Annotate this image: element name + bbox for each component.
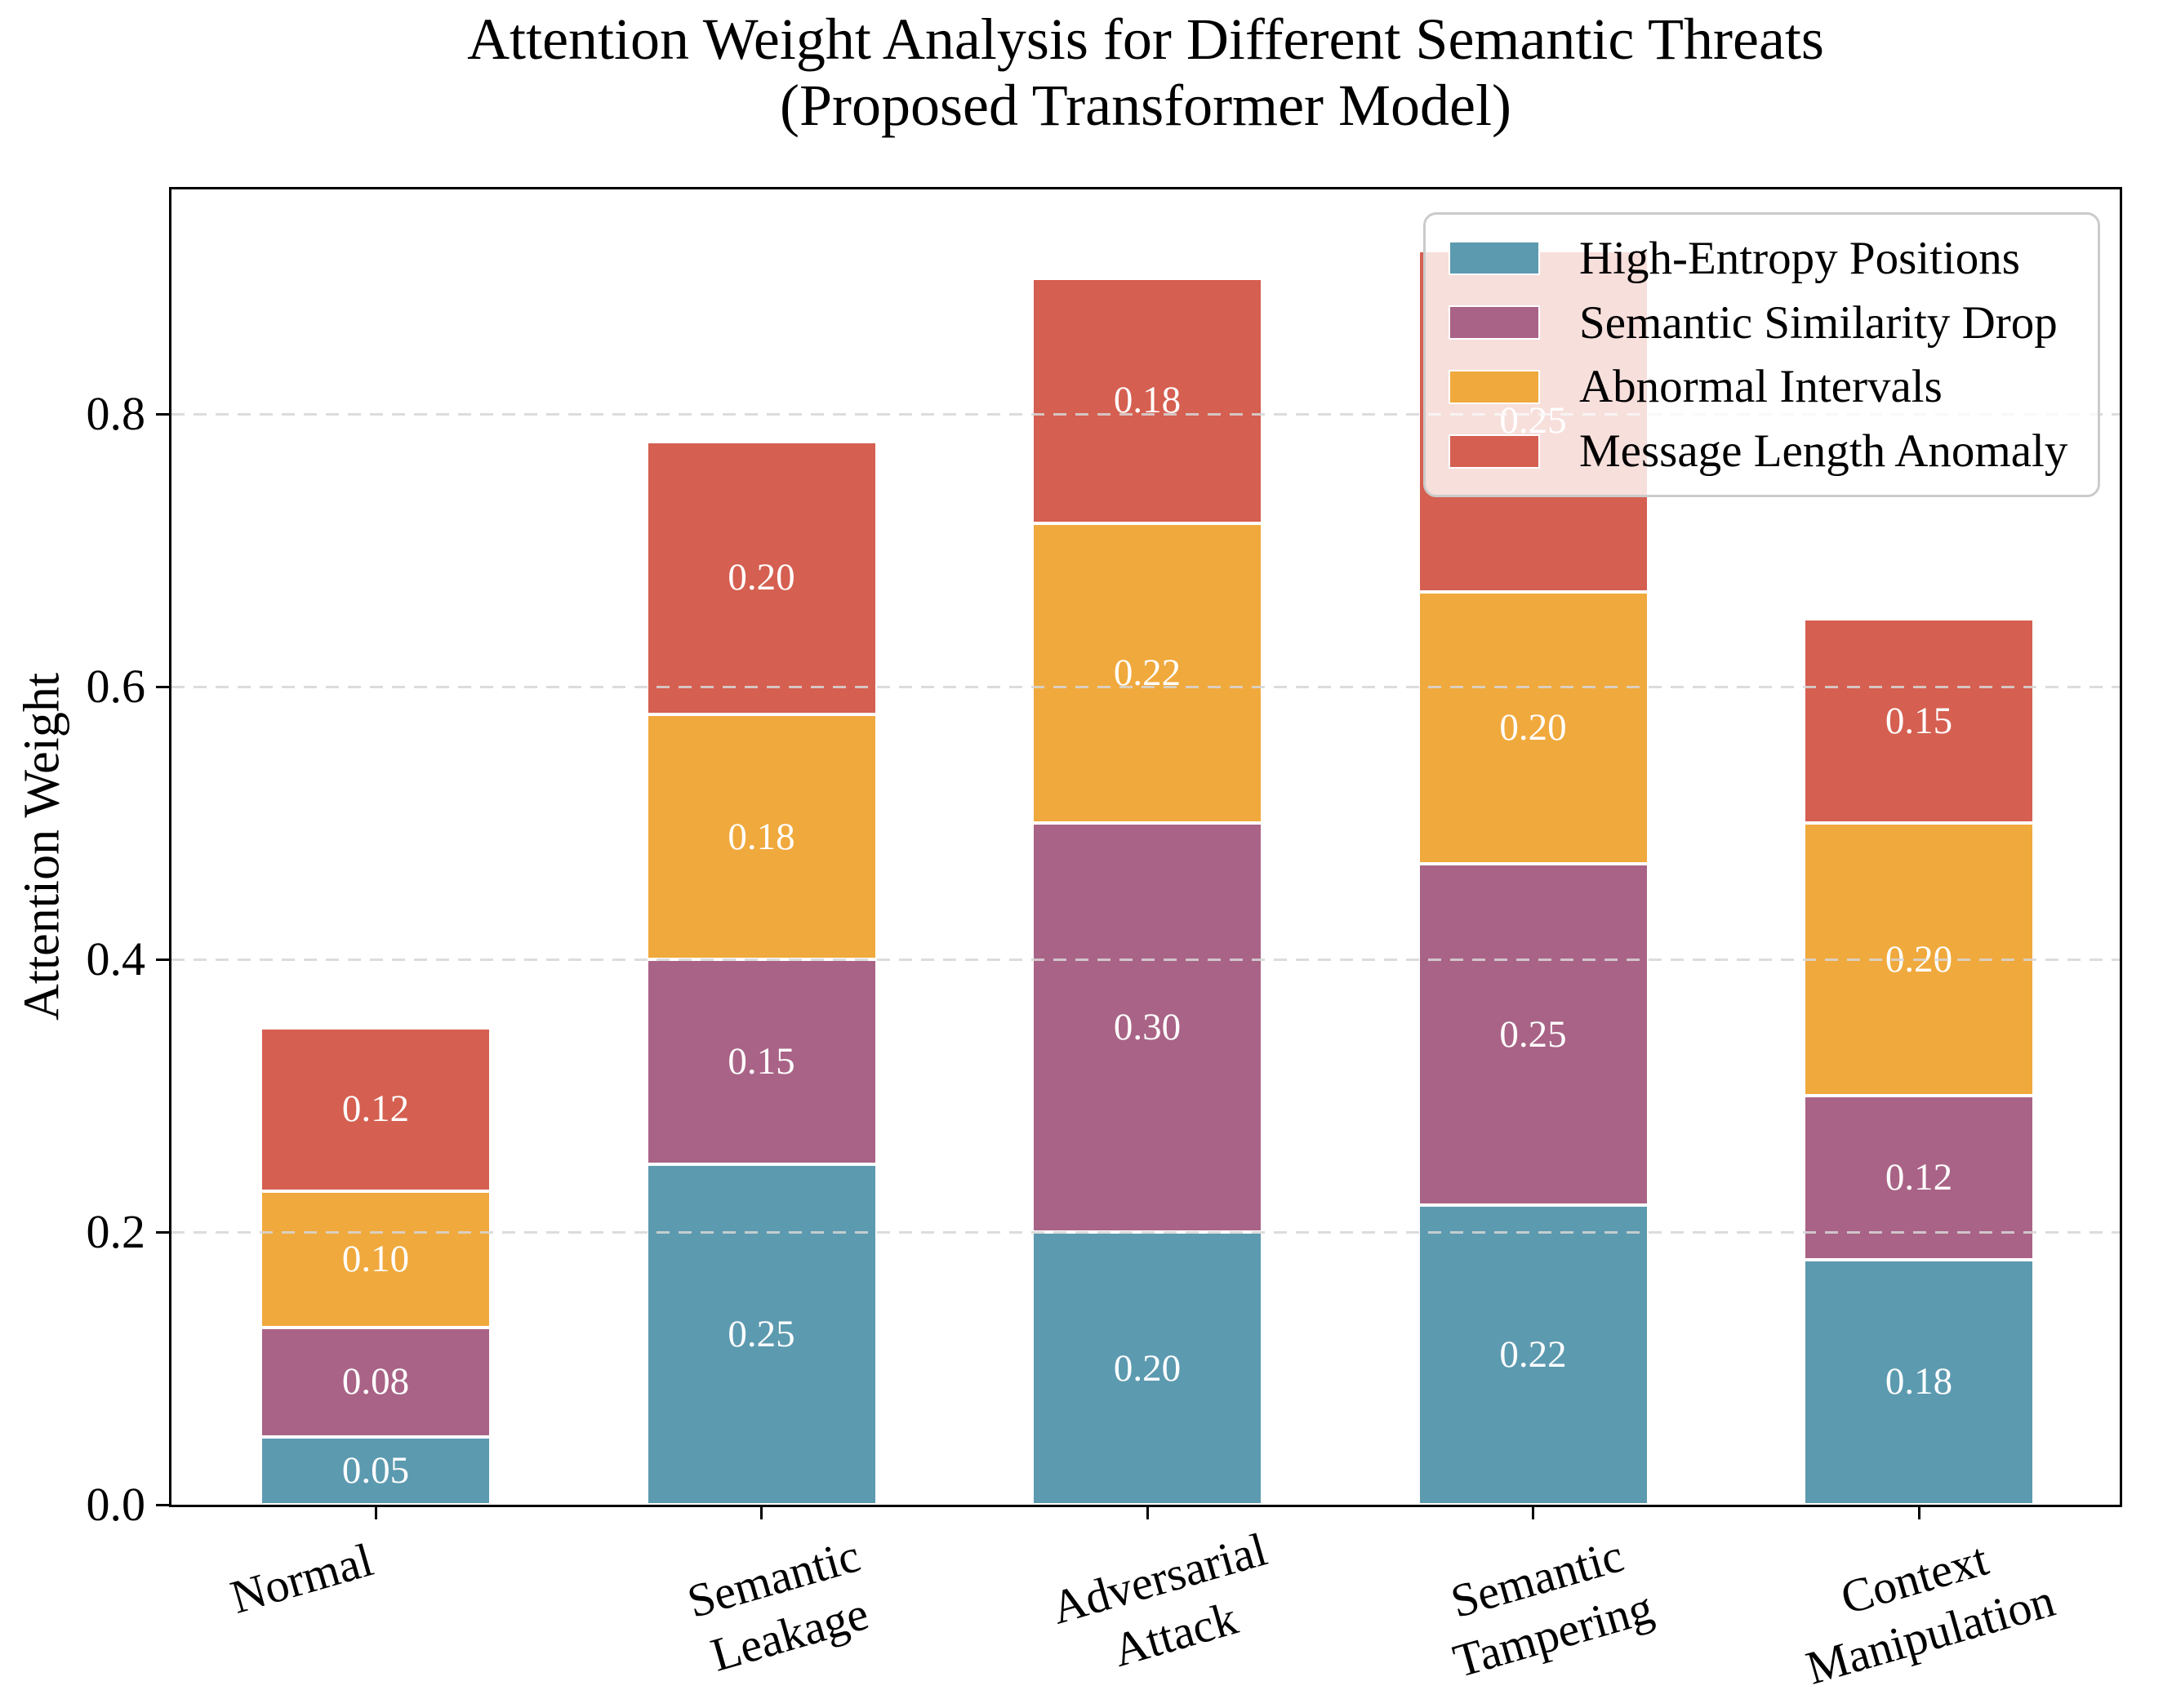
- bar-2: 0.25 0.15 0.18 0.20: [646, 441, 877, 1505]
- legend: High-Entropy Positions Semantic Similarit…: [1423, 212, 2100, 497]
- bar-value-label: 0.18: [1113, 379, 1182, 422]
- legend-label: Abnormal Intervals: [1579, 361, 1943, 413]
- x-tick-mark: [1917, 1505, 1920, 1519]
- legend-label: Semantic Similarity Drop: [1579, 296, 2058, 349]
- bar-value-label: 0.20: [728, 556, 795, 599]
- bar-value-label: 0.18: [1885, 1360, 1953, 1403]
- legend-label: Message Length Anomaly: [1579, 425, 2068, 478]
- bar-5: 0.18 0.12 0.20 0.15: [1804, 618, 2034, 1505]
- y-tick-mark: [156, 1503, 169, 1506]
- bar-value-label: 0.08: [341, 1360, 410, 1403]
- bar-3: 0.20 0.30 0.22 0.18: [1032, 278, 1262, 1505]
- y-tick-label: 0.8: [86, 387, 146, 441]
- bar-segment: 0.15: [1804, 618, 2034, 824]
- x-tick-mark: [1146, 1505, 1149, 1519]
- legend-item: Semantic Similarity Drop: [1449, 300, 2075, 346]
- legend-swatch: [1449, 434, 1540, 469]
- bar-value-label: 0.18: [728, 815, 795, 858]
- y-tick-mark: [156, 685, 169, 688]
- chart-title: Attention Weight Analysis for Different …: [467, 7, 1824, 138]
- legend-swatch: [1449, 241, 1540, 276]
- bar-segment: 0.25: [1418, 864, 1649, 1205]
- bar-segment: 0.08: [260, 1327, 491, 1437]
- y-tick-mark: [156, 1230, 169, 1234]
- bar-segment: 0.30: [1032, 823, 1262, 1233]
- legend-swatch: [1449, 369, 1540, 404]
- bar-value-label: 0.22: [1113, 652, 1182, 695]
- bar-segment: 0.18: [646, 714, 877, 960]
- bar-1: 0.05 0.08 0.10 0.12: [260, 1027, 491, 1505]
- bar-segment: 0.10: [260, 1191, 491, 1328]
- x-tick-mark: [374, 1505, 377, 1519]
- bar-segment: 0.22: [1032, 523, 1262, 824]
- bar-segment: 0.15: [646, 959, 877, 1164]
- bar-segment: 0.18: [1804, 1259, 2034, 1505]
- y-tick-label: 0.6: [86, 660, 146, 714]
- bar-segment: 0.18: [1032, 278, 1262, 524]
- bar-segment: 0.12: [1804, 1096, 2034, 1260]
- bar-value-label: 0.05: [341, 1448, 410, 1492]
- bar-value-label: 0.15: [1885, 699, 1953, 742]
- y-tick-label: 0.2: [86, 1205, 146, 1259]
- legend-item: Abnormal Intervals: [1449, 363, 2075, 410]
- legend-swatch: [1449, 305, 1540, 340]
- x-tick-label: Semantic Tampering: [1444, 1528, 1658, 1688]
- bar-value-label: 0.12: [341, 1088, 410, 1131]
- bar-segment: 0.25: [646, 1163, 877, 1505]
- bar-segment: 0.20: [646, 441, 877, 714]
- x-tick-label: Context Manipulation: [1800, 1532, 2061, 1695]
- x-tick-label: Normal: [225, 1532, 379, 1624]
- legend-item: Message Length Anomaly: [1449, 428, 2075, 474]
- bar-value-label: 0.10: [341, 1238, 410, 1281]
- bar-segment: 0.20: [1418, 591, 1649, 865]
- bar-value-label: 0.12: [1885, 1155, 1953, 1199]
- bar-value-label: 0.20: [1499, 705, 1567, 749]
- bar-segment: 0.12: [260, 1027, 491, 1192]
- y-tick-mark: [156, 412, 169, 416]
- bar-value-label: 0.20: [1885, 937, 1953, 981]
- bar-value-label: 0.20: [1113, 1346, 1182, 1390]
- legend-item: High-Entropy Positions: [1449, 235, 2075, 282]
- x-tick-label: Semantic Leakage: [681, 1528, 874, 1682]
- bar-value-label: 0.15: [728, 1039, 795, 1083]
- x-tick-mark: [760, 1505, 763, 1519]
- x-tick-mark: [1532, 1505, 1534, 1519]
- x-tick-label: Adversarial Attack: [1045, 1522, 1273, 1677]
- bar-value-label: 0.25: [728, 1312, 795, 1355]
- y-tick-mark: [156, 958, 169, 961]
- y-tick-label: 0.0: [86, 1478, 146, 1531]
- bar-value-label: 0.25: [1499, 1012, 1567, 1056]
- bar-value-label: 0.30: [1113, 1006, 1182, 1049]
- bar-segment: 0.20: [1032, 1232, 1262, 1505]
- bar-segment: 0.22: [1418, 1204, 1649, 1505]
- y-tick-label: 0.4: [86, 932, 146, 986]
- bar-segment: 0.05: [260, 1436, 491, 1505]
- legend-label: High-Entropy Positions: [1579, 232, 2020, 284]
- bar-segment: 0.20: [1804, 823, 2034, 1096]
- bar-value-label: 0.22: [1499, 1332, 1567, 1376]
